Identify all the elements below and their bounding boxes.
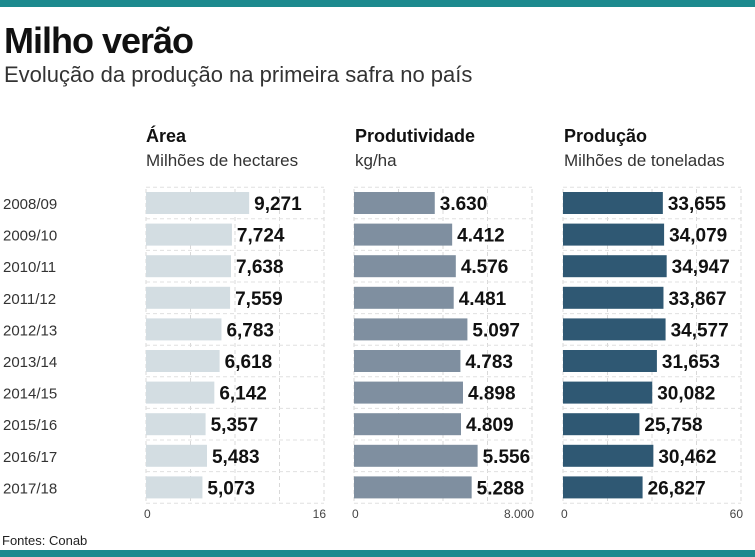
chart-subtitle: Evolução da produção na primeira safra n… bbox=[4, 62, 473, 87]
bar-production bbox=[563, 350, 657, 372]
data-label-productivity: 5.288 bbox=[477, 478, 525, 499]
bar-productivity bbox=[354, 255, 456, 278]
bar-area bbox=[146, 255, 231, 278]
category-label: 2008/09 bbox=[3, 196, 57, 213]
data-label-productivity: 4.809 bbox=[466, 415, 514, 436]
panel-title-production: Produção bbox=[564, 126, 648, 146]
category-label: 2017/18 bbox=[3, 480, 57, 497]
source-note: Fontes: Conab bbox=[2, 533, 88, 548]
bar-productivity bbox=[354, 318, 468, 341]
panel-unit-area: Milhões de hectares bbox=[146, 151, 299, 170]
bar-production bbox=[563, 476, 643, 499]
tick-label-productivity: 8.000 bbox=[504, 507, 534, 521]
data-label-productivity: 4.576 bbox=[461, 257, 509, 278]
data-label-production: 34,947 bbox=[672, 257, 730, 278]
bar-area bbox=[146, 318, 222, 341]
bar-production bbox=[563, 444, 654, 467]
data-label-production: 26,827 bbox=[648, 478, 706, 499]
data-label-area: 5,357 bbox=[211, 415, 259, 436]
data-label-productivity: 4.898 bbox=[468, 384, 516, 405]
category-label: 2009/10 bbox=[3, 228, 57, 245]
bar-area bbox=[146, 286, 231, 309]
bar-area bbox=[146, 476, 203, 499]
bar-area bbox=[146, 413, 206, 436]
data-label-area: 6,783 bbox=[226, 320, 274, 341]
bar-area bbox=[146, 350, 220, 372]
data-label-productivity: 4.412 bbox=[457, 226, 505, 247]
data-label-area: 9,271 bbox=[254, 194, 302, 215]
bar-production bbox=[563, 381, 653, 404]
bar-production bbox=[563, 255, 667, 278]
bar-production bbox=[563, 286, 664, 309]
data-label-area: 5,073 bbox=[207, 478, 255, 499]
category-label: 2010/11 bbox=[3, 259, 56, 276]
bar-production bbox=[563, 413, 640, 436]
panel-title-area: Área bbox=[146, 126, 187, 146]
data-label-production: 30,082 bbox=[657, 384, 715, 405]
bar-production bbox=[563, 192, 663, 214]
data-label-productivity: 4.783 bbox=[465, 352, 513, 373]
bar-productivity bbox=[354, 444, 478, 467]
data-label-production: 30,462 bbox=[658, 447, 716, 468]
bottom-accent-bar bbox=[0, 550, 755, 557]
data-label-production: 25,758 bbox=[644, 415, 702, 436]
tick-label-area: 0 bbox=[144, 507, 151, 521]
data-label-production: 34,577 bbox=[671, 320, 729, 341]
bar-productivity bbox=[354, 476, 472, 499]
bar-productivity bbox=[354, 413, 462, 436]
category-label: 2013/14 bbox=[3, 354, 57, 371]
data-label-area: 7,724 bbox=[237, 226, 285, 247]
category-label: 2011/12 bbox=[3, 291, 56, 308]
bar-productivity bbox=[354, 350, 461, 372]
tick-label-production: 60 bbox=[730, 507, 744, 521]
data-label-area: 7,638 bbox=[236, 257, 284, 278]
data-label-productivity: 3.630 bbox=[440, 194, 488, 215]
panel-unit-productivity: kg/ha bbox=[355, 151, 397, 170]
top-accent-bar bbox=[0, 0, 755, 7]
data-label-area: 6,142 bbox=[219, 384, 267, 405]
bar-productivity bbox=[354, 192, 435, 214]
bar-production bbox=[563, 318, 666, 341]
data-label-production: 34,079 bbox=[669, 226, 727, 247]
data-label-productivity: 5.556 bbox=[483, 447, 531, 468]
bar-area bbox=[146, 192, 250, 214]
tick-label-area: 16 bbox=[313, 507, 327, 521]
bar-area bbox=[146, 223, 232, 246]
data-label-area: 7,559 bbox=[235, 289, 283, 310]
panel-unit-production: Milhões de toneladas bbox=[564, 151, 725, 170]
bar-area bbox=[146, 444, 207, 467]
chart-title: Milho verão bbox=[4, 20, 194, 61]
tick-label-productivity: 0 bbox=[352, 507, 359, 521]
panel-title-productivity: Produtividade bbox=[355, 126, 476, 146]
data-label-area: 6,618 bbox=[225, 352, 273, 373]
bar-production bbox=[563, 223, 665, 246]
bar-productivity bbox=[354, 223, 453, 246]
category-label: 2016/17 bbox=[3, 449, 57, 466]
data-label-production: 33,655 bbox=[668, 194, 727, 215]
data-label-production: 31,653 bbox=[662, 352, 720, 373]
bar-productivity bbox=[354, 381, 463, 404]
data-label-production: 33,867 bbox=[668, 289, 726, 310]
tick-label-production: 0 bbox=[561, 507, 568, 521]
category-label: 2012/13 bbox=[3, 322, 57, 339]
data-label-productivity: 5.097 bbox=[472, 320, 520, 341]
bar-area bbox=[146, 381, 215, 404]
data-label-productivity: 4.481 bbox=[459, 289, 507, 310]
category-label: 2015/16 bbox=[3, 417, 57, 434]
category-label: 2014/15 bbox=[3, 386, 57, 403]
bar-productivity bbox=[354, 286, 454, 309]
data-label-area: 5,483 bbox=[212, 447, 260, 468]
